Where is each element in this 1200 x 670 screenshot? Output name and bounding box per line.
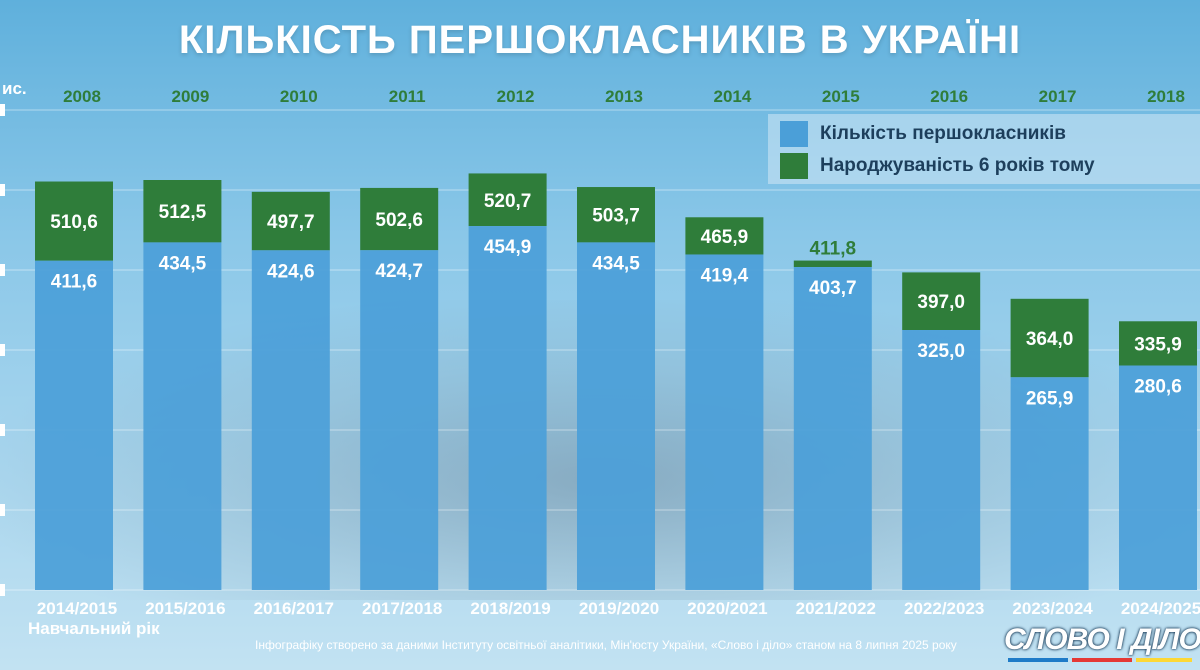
y-tick-mark [0,424,5,436]
data-label-births: 411,8 [810,239,857,260]
bar-first-graders [35,260,113,590]
data-label-births: 503,7 [592,206,640,227]
data-label-first-graders: 434,5 [159,253,207,274]
legend-swatch-first-graders [780,121,808,147]
data-label-first-graders: 325,0 [917,341,965,362]
bar-first-graders [685,254,764,591]
bar-first-graders [902,330,981,590]
x-tick-label: 2021/2022 [796,599,876,618]
y-tick-mark [0,584,5,596]
x-tick-label: 2016/2017 [254,599,334,618]
y-tick-mark [0,104,5,116]
legend-label-first-graders: Кількість першокласників [820,123,1066,144]
birth-year-label: 2016 [930,87,968,106]
birth-year-label: 2015 [822,87,860,106]
birth-year-label: 2008 [63,87,101,106]
data-label-first-graders: 265,9 [1026,388,1074,409]
x-tick-label: 2015/2016 [145,599,225,618]
bar-first-graders [360,250,439,591]
birth-year-label: 2014 [713,87,751,106]
x-tick-label: 2017/2018 [362,599,442,618]
y-tick-mark [0,264,5,276]
y-unit-label: ис. [2,79,27,98]
data-label-first-graders: 454,9 [484,237,532,258]
data-label-births: 364,0 [1026,329,1074,350]
data-label-births: 497,7 [267,212,315,233]
data-label-first-graders: 424,6 [267,261,315,282]
x-tick-label: 2014/2015 [37,599,117,618]
data-label-births: 512,5 [159,202,207,223]
birth-year-label: 2018 [1147,87,1185,106]
bar-births [902,272,981,330]
bar-births [1119,321,1197,366]
footer-caption: Інфографіку створено за даними Інституту… [255,638,957,652]
bar-births [685,217,764,255]
legend-item-first-graders: Кількість першокласників [780,119,1066,149]
x-axis-title: Навчальний рік [28,619,160,638]
x-tick-label: 2020/2021 [687,599,767,618]
data-label-first-graders: 280,6 [1134,377,1182,398]
bar-births [251,191,330,251]
y-tick-mark [0,344,5,356]
data-label-first-graders: 411,6 [51,272,98,293]
logo-stripe-blue [1008,658,1068,662]
logo-stripe-red [1072,658,1132,662]
bar-births [577,187,655,243]
legend: Кількість першокласників Народжуваність … [768,114,1200,184]
data-label-births: 510,6 [50,212,98,233]
data-label-first-graders: 434,5 [592,253,640,274]
bar-births [1010,298,1089,378]
data-label-first-graders: 419,4 [701,265,749,286]
legend-label-births: Народжуваність 6 років тому [820,155,1095,176]
bar-first-graders [793,267,872,590]
data-label-first-graders: 403,7 [809,278,857,299]
y-tick-mark [0,504,5,516]
bar-births [793,260,872,268]
bar-first-graders [1119,365,1197,590]
bar-births [35,181,113,261]
x-tick-label: 2022/2023 [904,599,984,618]
bar-first-graders [143,242,222,590]
x-tick-label: 2018/2019 [470,599,550,618]
y-tick-mark [0,184,5,196]
bar-first-graders [1010,377,1089,590]
logo: СЛОВО І ДІЛО [1004,623,1200,656]
data-label-births: 335,9 [1134,334,1182,355]
birth-year-label: 2017 [1039,87,1077,106]
x-tick-label: 2019/2020 [579,599,659,618]
bar-births [360,187,439,251]
data-label-births: 397,0 [917,292,965,313]
x-tick-label: 2023/2024 [1012,599,1093,618]
data-label-births: 520,7 [484,191,532,212]
legend-swatch-births [780,153,808,179]
bar-first-graders [577,242,655,590]
bar-births [468,173,547,227]
birth-year-label: 2013 [605,87,643,106]
bar-first-graders [251,250,330,590]
bar-births [143,180,222,243]
bar-first-graders [468,226,547,590]
data-label-births: 465,9 [701,227,749,248]
birth-year-label: 2011 [389,87,426,106]
legend-item-births: Народжуваність 6 років тому [780,151,1095,181]
x-tick-label: 2024/2025 [1121,599,1200,618]
birth-year-label: 2012 [497,87,535,106]
birth-year-label: 2010 [280,87,318,106]
data-label-first-graders: 424,7 [375,261,423,282]
birth-year-label: 2009 [171,87,209,106]
logo-stripe-yellow [1136,658,1192,662]
chart-title: КІЛЬКІСТЬ ПЕРШОКЛАСНИКІВ В УКРАЇНІ [178,18,1022,62]
data-label-births: 502,6 [375,210,423,231]
